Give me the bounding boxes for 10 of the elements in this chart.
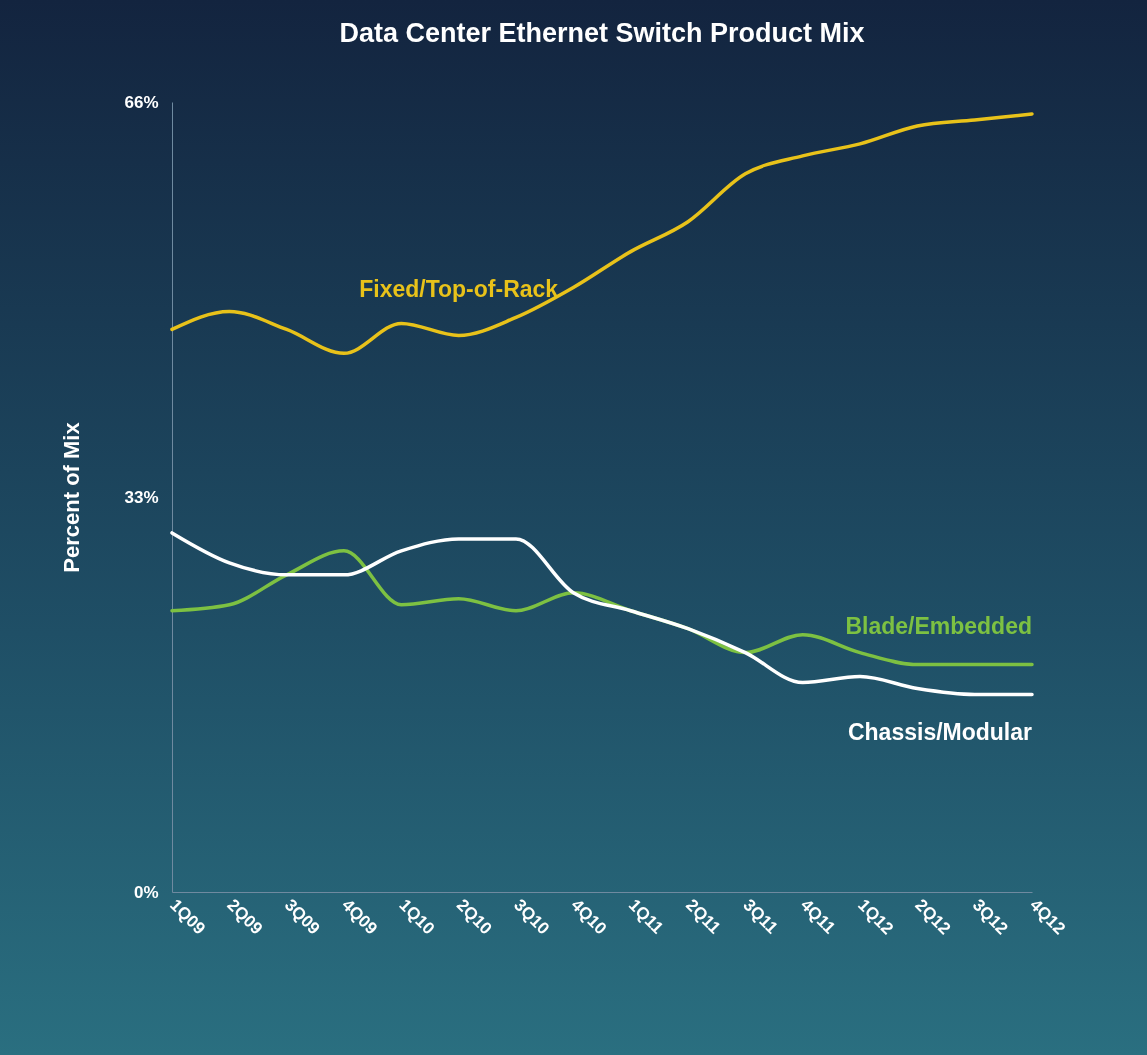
y-tick-label: 0% [133,882,159,902]
series-label: Fixed/Top-of-Rack [359,276,559,303]
line-series [170,531,1034,697]
y-tick-label: 33% [124,487,159,507]
series-label: Chassis/Modular [847,718,1033,745]
y-tick-label: 66% [124,92,159,112]
chart-title: Data Center Ethernet Switch Product Mix [339,18,865,48]
line-series [170,112,1034,356]
series-label: Blade/Embedded [845,612,1032,639]
y-axis-title: Percent of Mix [59,421,85,573]
